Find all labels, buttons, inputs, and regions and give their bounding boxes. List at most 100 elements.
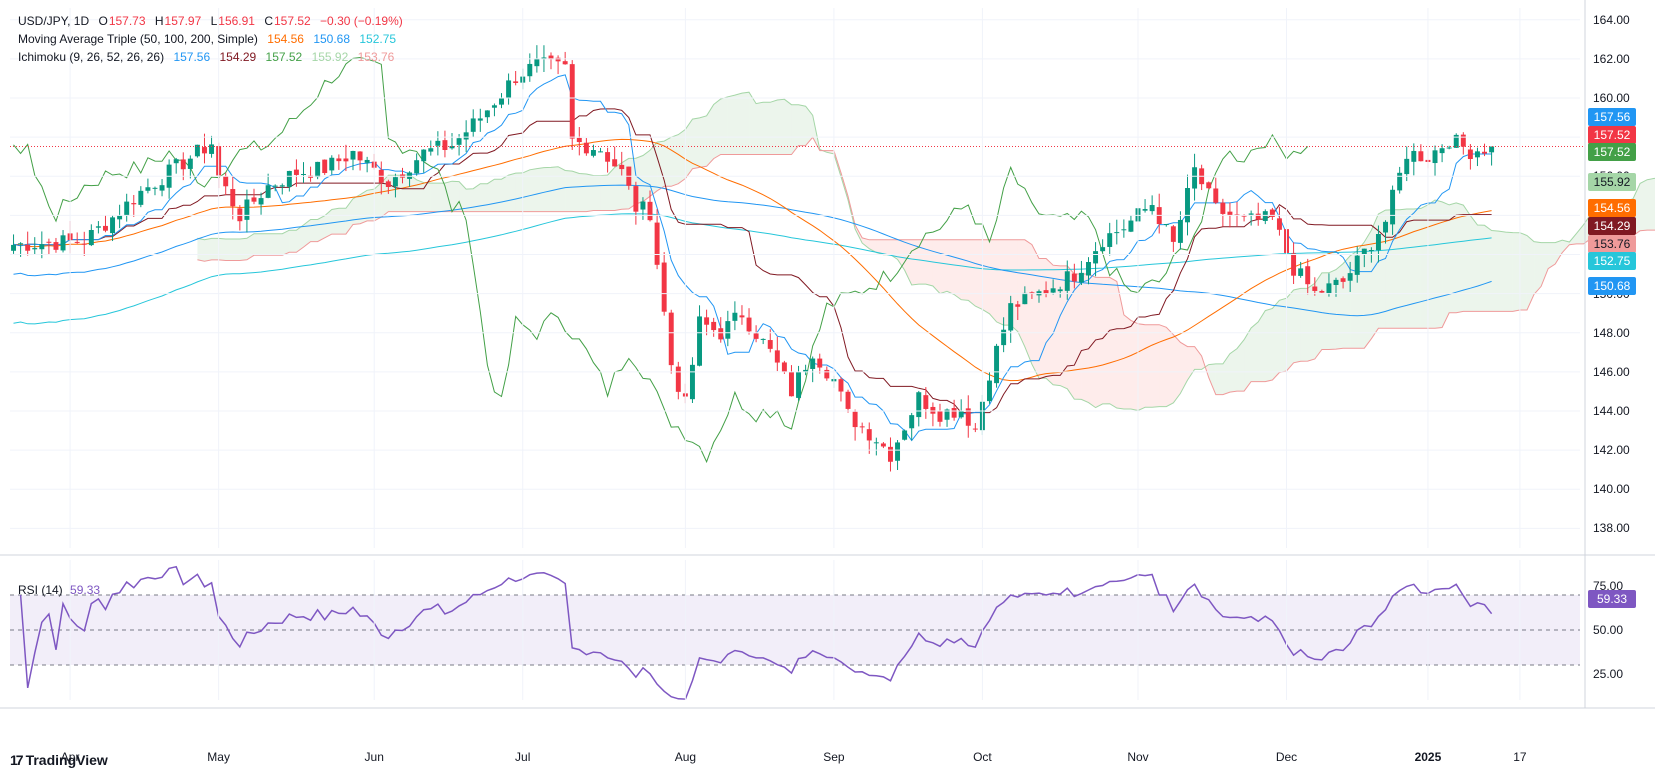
cloud-segment: [289, 230, 297, 253]
cloud-segment: [345, 198, 353, 235]
cloud-segment: [1137, 323, 1146, 411]
cloud-segment: [416, 179, 424, 212]
cloud-segment: [494, 179, 502, 212]
candle-body: [753, 333, 759, 339]
cloud-segment: [749, 92, 757, 155]
candle-body: [1192, 167, 1198, 189]
candle-body: [1432, 150, 1438, 164]
candle-body: [923, 395, 929, 409]
time-tick-label: Oct: [973, 750, 992, 764]
candle-body: [1347, 273, 1353, 281]
candle-body: [555, 57, 561, 62]
cloud-segment: [1435, 199, 1443, 329]
candle-body: [491, 105, 497, 108]
close-value: 157.52: [274, 14, 311, 28]
candle-body: [392, 177, 398, 187]
candle-body: [718, 328, 724, 340]
cloud-segment: [1265, 308, 1273, 382]
ichimoku-legend[interactable]: Ichimoku (9, 26, 52, 26, 26) 157.56 154.…: [18, 49, 400, 65]
ma-legend[interactable]: Moving Average Triple (50, 100, 200, Sim…: [18, 31, 402, 47]
value-badge: 157.56: [1588, 108, 1636, 126]
candle-body: [187, 158, 193, 169]
cloud-segment: [1166, 327, 1174, 407]
brand-label: TradingView: [25, 752, 108, 768]
cloud-segment: [692, 117, 700, 169]
symbol-label[interactable]: USD/JPY, 1D: [18, 14, 90, 28]
cloud-segment: [1477, 225, 1485, 312]
candle-body: [32, 248, 38, 250]
cloud-segment: [650, 142, 658, 197]
candle-body: [180, 159, 186, 170]
candle-body: [902, 430, 908, 440]
rsi-legend[interactable]: RSI (14) 59.33: [18, 583, 100, 597]
time-tick-label: Nov: [1127, 750, 1149, 764]
candle-body: [838, 379, 844, 392]
price-tick-label: 164.00: [1593, 12, 1630, 27]
cloud-segment: [310, 219, 318, 242]
cloud-segment: [1420, 204, 1428, 329]
candle-body: [1015, 304, 1021, 307]
candle-body: [1269, 209, 1275, 217]
cloud-segment: [1031, 244, 1039, 379]
value-badge: 153.76: [1588, 235, 1636, 253]
cloud-segment: [1116, 281, 1124, 409]
cloud-segment: [1505, 232, 1513, 312]
rsi-value: 59.33: [70, 583, 101, 597]
candle-body: [895, 442, 901, 461]
time-tick-label: Dec: [1275, 750, 1298, 764]
main-pane[interactable]: [10, 45, 1655, 472]
time-tick-label: 17: [1513, 750, 1527, 764]
sma-100-line: [13, 184, 1492, 317]
candle-body: [1248, 213, 1254, 215]
candle-body: [1170, 226, 1176, 242]
candle-body: [1043, 290, 1049, 294]
cloud-segment: [918, 239, 926, 285]
candle-body: [930, 406, 936, 414]
cloud-segment: [225, 238, 233, 261]
candle-body: [576, 137, 582, 143]
tradingview-logo[interactable]: 17 TradingView: [10, 752, 108, 768]
cloud-segment: [1534, 241, 1542, 295]
cloud-segment: [1519, 232, 1527, 311]
candle-body: [944, 409, 950, 420]
cloud-segment: [798, 104, 806, 146]
candle-body: [760, 338, 766, 340]
time-tick-label: May: [207, 750, 230, 764]
rsi-pane[interactable]: [10, 565, 1580, 700]
cloud-segment: [1526, 235, 1535, 311]
candle-body: [987, 380, 992, 402]
cloud-segment: [1272, 300, 1280, 380]
cloud-segment: [664, 137, 672, 187]
rsi-line: [19, 565, 1493, 700]
candle-body: [746, 317, 752, 332]
candle-body: [590, 150, 596, 156]
candle-body: [1375, 234, 1381, 251]
candle-body: [732, 312, 738, 321]
candle-body: [25, 244, 31, 251]
candle-body: [364, 159, 370, 163]
cloud-segment: [430, 183, 438, 212]
chikou-span-line: [13, 56, 1309, 464]
cloud-segment: [1343, 255, 1351, 349]
candle-body: [1121, 229, 1127, 231]
candle-body: [428, 148, 434, 152]
cloud-segment: [1194, 346, 1202, 370]
candle-body: [286, 170, 292, 187]
cloud-segment: [1081, 273, 1089, 403]
candle-body: [138, 190, 144, 205]
candle-body: [951, 408, 957, 418]
price-tick-label: 140.00: [1593, 482, 1630, 497]
candle-body: [1029, 292, 1035, 294]
candle-body: [1291, 253, 1297, 276]
candle-body: [711, 321, 717, 331]
cloud-segment: [1392, 209, 1400, 329]
candle-body: [541, 57, 547, 60]
candle-body: [796, 371, 802, 398]
cloud-segment: [466, 188, 474, 212]
candle-body: [866, 429, 872, 441]
cloud-segment: [1371, 214, 1379, 339]
cloud-segment: [939, 239, 948, 294]
candle-body: [1368, 250, 1374, 252]
cloud-segment: [558, 166, 566, 212]
